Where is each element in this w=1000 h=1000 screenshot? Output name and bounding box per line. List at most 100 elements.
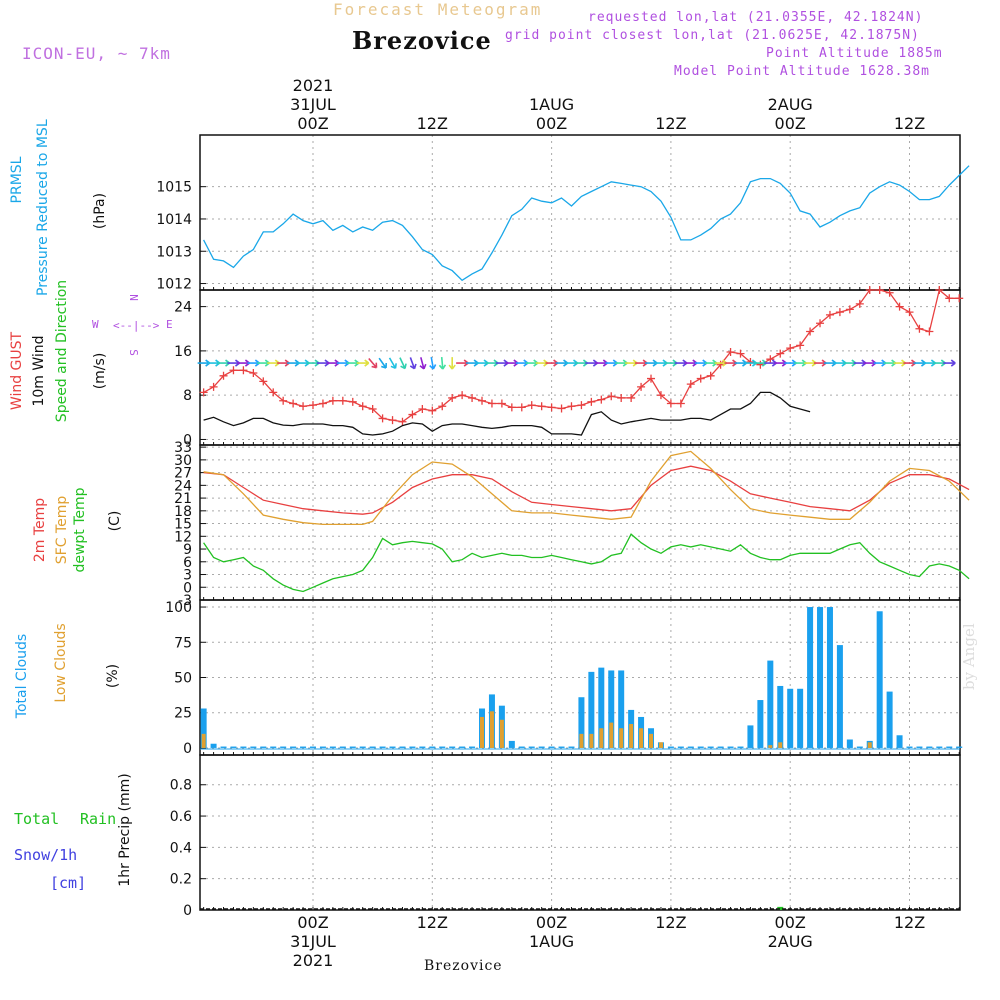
gust-marker	[885, 288, 894, 297]
top-time-labels-label: 1AUG 00Z	[512, 76, 592, 133]
total-clouds-bar	[260, 746, 267, 748]
total-clouds-bar	[399, 746, 406, 748]
total-clouds-bar	[429, 746, 436, 748]
gust-marker	[388, 416, 397, 425]
wind-frame	[199, 289, 961, 446]
time-label-line: 2AUG	[767, 932, 813, 951]
total-clouds-bar	[290, 746, 297, 748]
pressure-label-long: Pressure Reduced to MSL	[35, 119, 51, 296]
gust-marker	[269, 388, 278, 397]
clouds-ytick-label: 25	[174, 706, 192, 722]
gust-marker	[338, 396, 347, 405]
time-label-line: 12Z	[416, 913, 448, 932]
temperature-ytick-label: 27	[174, 466, 192, 482]
total-clouds-bar	[230, 746, 237, 748]
gust-marker	[328, 396, 337, 405]
total-clouds-bar	[359, 746, 366, 748]
gust-marker	[448, 393, 457, 402]
gust-marker	[348, 397, 357, 406]
bottom-station-label: Brezovice	[424, 958, 503, 974]
low-clouds-bar	[201, 733, 206, 748]
time-label-line: 1AUG	[528, 932, 575, 951]
temperature-ytick-label: 6	[183, 555, 192, 571]
total-clouds-bar	[737, 746, 744, 748]
requested-coords: requested lon,lat (21.0355E, 42.1824N)	[588, 10, 924, 25]
temperature-ytick-label: 30	[174, 453, 192, 469]
total-clouds-bar	[856, 746, 863, 748]
gust-marker	[835, 308, 844, 317]
gust-marker	[458, 391, 467, 400]
gust-marker	[368, 405, 377, 414]
wind-direction-arrow	[409, 357, 417, 370]
total-clouds-bar	[339, 746, 346, 748]
time-label-line: 31JUL	[290, 95, 336, 114]
total-clouds-bar	[300, 746, 307, 748]
top-time-labels-label: 2021 31JUL 00Z	[273, 76, 353, 133]
total-clouds-bar	[319, 746, 326, 748]
gust-marker	[786, 344, 795, 353]
top-time-labels-label: 12Z	[392, 76, 472, 133]
total-clouds-bar	[797, 688, 804, 748]
total-clouds-bar	[548, 746, 555, 748]
top-time-labels-label: 12Z	[870, 76, 950, 133]
total-clouds-bar	[568, 746, 575, 748]
bottom-time-labels-label: 12Z	[631, 913, 711, 970]
clouds-ytick-label: 100	[165, 600, 192, 616]
gust-marker	[736, 349, 745, 358]
gust-marker	[318, 399, 327, 408]
total-clouds-bar	[896, 735, 903, 748]
temperature-ytick-label: 24	[174, 478, 192, 494]
temperature-ytick-label: 12	[174, 529, 192, 545]
low-clouds-bar	[778, 742, 783, 748]
gust-marker	[796, 341, 805, 350]
time-label-line	[392, 76, 472, 95]
low-clouds-bar	[499, 719, 504, 748]
gust-marker	[398, 417, 407, 426]
2m-temp-line	[203, 465, 970, 515]
precip-total-label: Total	[14, 810, 60, 828]
total-clouds-bar	[558, 746, 565, 748]
gust-marker	[219, 371, 228, 380]
clouds-low-label: Low Clouds	[53, 623, 69, 703]
total-clouds-bar	[757, 700, 764, 748]
total-clouds-bar	[439, 746, 446, 748]
total-clouds-bar	[210, 743, 217, 748]
wind-direction-arrow	[388, 357, 397, 370]
time-label-line: 2021	[292, 76, 334, 95]
gust-marker	[895, 302, 904, 311]
gust-marker	[627, 393, 636, 402]
gust-marker	[438, 402, 447, 411]
total-clouds-bar	[449, 746, 456, 748]
station-title: Brezovice	[352, 26, 492, 55]
watermark: by Angel	[960, 623, 978, 690]
precipitation-panel: 0 0.2 0.4 0.6 0.8	[170, 754, 961, 919]
total-clouds-bar	[220, 746, 227, 748]
total-clouds-bar	[270, 746, 277, 748]
gust-marker	[527, 401, 536, 410]
pressure-label-prmsl: PRMSL	[9, 156, 25, 204]
gust-marker	[239, 366, 248, 375]
low-clouds-bar	[629, 724, 634, 748]
wind-direction-arrow	[378, 357, 387, 369]
total-rain-bar	[777, 906, 784, 910]
point-altitude: Point Altitude 1885m	[766, 46, 943, 61]
total-clouds-bar	[329, 746, 336, 748]
time-label-line: 00Z	[535, 114, 568, 133]
temp-2m-label: 2m Temp	[32, 497, 48, 563]
pressure-ytick-label: 1013	[156, 244, 192, 260]
total-clouds-bar	[946, 746, 953, 748]
total-clouds-bar	[727, 746, 734, 748]
prmsl-line	[203, 165, 970, 282]
precipitation-frame	[199, 754, 961, 911]
temperature-ytick-label: -3	[178, 593, 192, 609]
gust-marker	[408, 410, 417, 419]
meteogram-title: Forecast Meteogram	[333, 0, 543, 19]
total-clouds-bar	[697, 746, 704, 748]
total-clouds-bar	[836, 645, 843, 748]
wind-direction-arrow	[448, 357, 456, 370]
time-label-line	[870, 76, 950, 95]
total-clouds-bar	[538, 746, 545, 748]
compass-west: W	[92, 318, 99, 331]
total-clouds-bar	[588, 671, 595, 748]
gust-marker	[686, 380, 695, 389]
